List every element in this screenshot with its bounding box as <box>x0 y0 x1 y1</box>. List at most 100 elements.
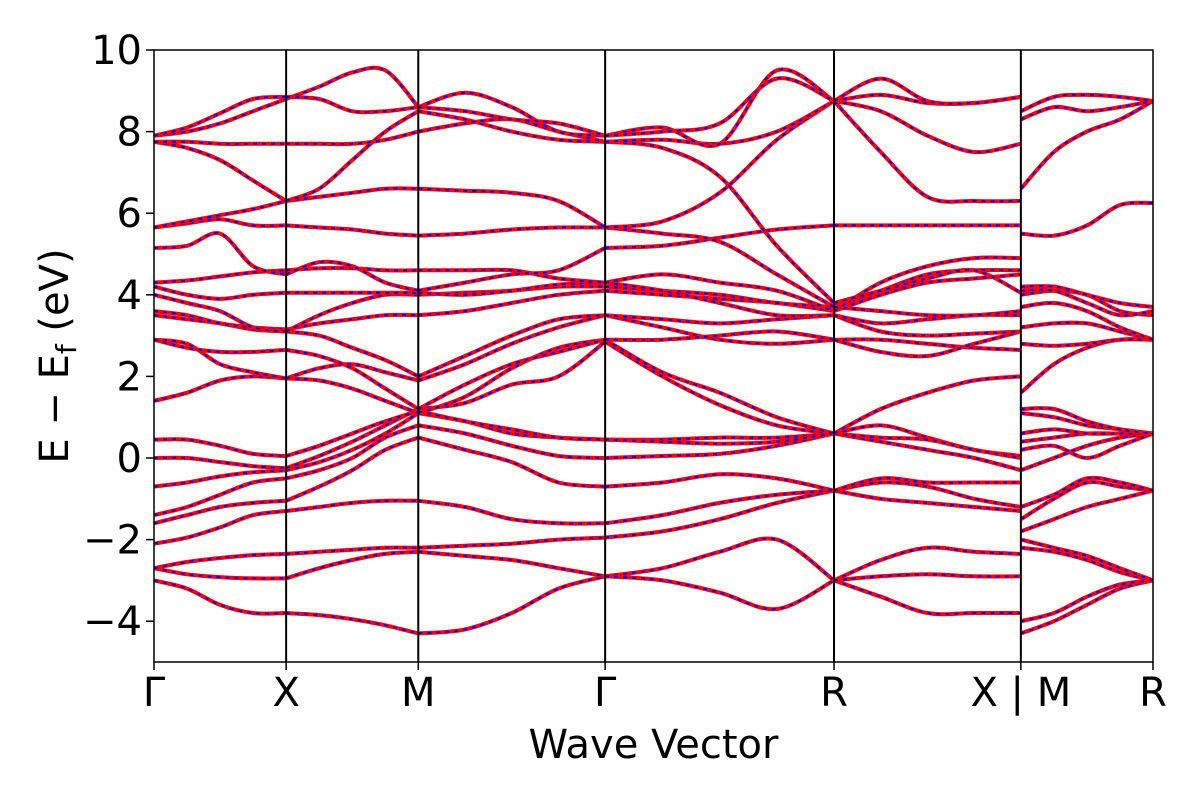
x-tick-label: Γ <box>143 670 166 716</box>
band-overlay-seg3-b21 <box>605 100 835 146</box>
band-overlay-seg1-b14 <box>285 293 419 333</box>
band-overlay-seg1-b11 <box>285 348 419 410</box>
y-tick-label: −2 <box>83 518 142 564</box>
band-line-seg5-b4 <box>1020 488 1153 534</box>
band-line-seg1-b8 <box>285 409 419 458</box>
y-axis-ticks: 10 8 6 4 2 0 −2 −4 <box>83 28 154 645</box>
x-tick-label: R <box>820 670 848 716</box>
band-overlay-seg2-b4 <box>418 436 606 488</box>
high-symmetry-lines <box>285 50 1022 662</box>
band-overlay-seg1-b1 <box>285 550 419 580</box>
band-line-seg4-b22 <box>832 99 1021 204</box>
band-line-seg2-b19 <box>418 186 607 230</box>
x-tick-label: X | M <box>970 670 1071 716</box>
band-overlay-seg1-b21 <box>286 130 419 146</box>
band-overlay-seg0-b18 <box>154 218 287 229</box>
band-overlay-seg4-b0 <box>833 579 1021 616</box>
band-overlay-seg3-b1 <box>605 575 835 611</box>
band-overlay-seg2-b19 <box>418 187 606 229</box>
band-overlay-seg1-b3 <box>285 499 419 512</box>
band-overlay-seg4-b4 <box>833 489 1021 512</box>
band-line-seg0-b0 <box>154 578 287 616</box>
band-overlay-seg2-b13 <box>418 289 606 317</box>
band-overlay-seg2-b11 <box>417 338 606 410</box>
band-overlay-seg1-b18 <box>286 224 419 237</box>
band-overlay-seg5-b14 <box>1020 338 1153 347</box>
band-line-seg4-b0 <box>833 578 1021 617</box>
band-overlay-seg3-b15 <box>604 281 835 318</box>
band-line-seg4-b21 <box>833 99 1022 155</box>
band-line-seg5-b21 <box>1019 99 1153 191</box>
band-overlay-seg4-b21 <box>833 100 1022 154</box>
band-overlay-seg2-b0 <box>418 575 606 635</box>
x-tick-label: X <box>272 670 299 716</box>
band-overlay-seg0-b17 <box>154 232 287 276</box>
band-line-seg0-b2 <box>154 551 287 571</box>
y-axis-label-sub: f <box>50 343 83 354</box>
band-overlay-seg4-b8 <box>833 432 1022 459</box>
y-tick-label: 4 <box>117 273 142 319</box>
band-overlay-seg0-b20 <box>154 140 287 202</box>
band-line-seg4-b12 <box>833 313 1022 338</box>
band-line-seg3-b7 <box>604 339 835 436</box>
band-overlay-seg5-b6 <box>1020 476 1153 508</box>
band-line-seg2-b9 <box>417 337 606 415</box>
band-overlay-seg2-b10 <box>417 314 606 382</box>
x-tick-label: M <box>401 670 436 716</box>
x-axis-ticks: Γ X M Γ R X | M R <box>143 662 1167 716</box>
band-line-seg0-b5 <box>154 476 287 518</box>
band-overlay-seg3-b8 <box>605 432 835 445</box>
band-line-seg2-b7 <box>418 340 607 411</box>
band-line-seg4-b20 <box>833 267 1022 305</box>
band-overlay-seg5-b10 <box>1020 428 1153 435</box>
band-line-seg5-b18 <box>1020 287 1153 318</box>
band-line-seg5-b20 <box>1020 200 1153 238</box>
band-overlay-seg1-b2 <box>286 546 419 555</box>
band-overlay-seg2-b23 <box>418 106 606 137</box>
band-overlay-seg3-b16 <box>604 273 835 313</box>
band-overlay-seg3-b11 <box>605 330 835 342</box>
band-overlay-seg3-b23 <box>605 77 835 137</box>
y-tick-label: 10 <box>91 28 142 74</box>
band-line-seg2-b22 <box>417 90 606 138</box>
band-line-seg2-b3 <box>418 498 606 526</box>
band-overlay-seg0-b10 <box>154 338 287 380</box>
y-tick-label: 8 <box>117 110 142 156</box>
band-overlay-seg4-b18 <box>833 306 1021 317</box>
band-overlay-seg5-b5 <box>1020 481 1153 521</box>
band-line-seg2-b20 <box>417 109 606 144</box>
band-overlay-seg1-b20 <box>285 110 419 202</box>
band-line-seg1-b1 <box>285 549 419 581</box>
band-overlay-seg3-b17 <box>605 224 835 249</box>
band-overlay-seg5-b0 <box>1020 579 1153 635</box>
band-line-seg2-b0 <box>418 574 606 636</box>
band-overlay-seg3-b4 <box>605 473 835 492</box>
plot-frame <box>153 49 1154 663</box>
x-tick-label: Γ <box>594 670 617 716</box>
band-overlay-seg2-b12 <box>417 314 606 378</box>
y-axis-label-tail: (eV) <box>32 248 78 344</box>
band-line-seg1-b9 <box>285 376 419 415</box>
band-overlay-seg3-b7 <box>604 340 835 435</box>
y-axis-label-main: E − E <box>32 354 78 464</box>
y-axis-label: E − Ef (eV) <box>32 248 83 463</box>
band-line-seg5-b23 <box>1020 92 1153 114</box>
band-overlay-seg4-b1 <box>833 546 1021 582</box>
band-overlay-seg4-b23 <box>833 77 1022 105</box>
band-line-seg5-b7 <box>1020 431 1153 473</box>
x-axis-label: Wave Vector <box>529 722 780 768</box>
band-overlay-seg4-b2 <box>833 573 1021 582</box>
band-line-seg0-b23 <box>154 94 287 138</box>
y-tick-label: 2 <box>117 354 142 400</box>
band-line-seg3-b17 <box>605 223 835 250</box>
band-line-seg1-b21 <box>286 129 419 147</box>
band-line-seg2-b5 <box>417 423 606 460</box>
band-overlay-seg2-b1 <box>418 550 606 578</box>
band-overlay-seg0-b6 <box>154 469 287 488</box>
band-line-seg5-b1 <box>1020 578 1153 624</box>
band-line-seg0-b8 <box>154 437 287 458</box>
band-overlay-seg2-b18 <box>418 226 606 237</box>
band-line-seg5-b8 <box>1020 431 1153 460</box>
band-line-seg3-b23 <box>604 76 835 138</box>
